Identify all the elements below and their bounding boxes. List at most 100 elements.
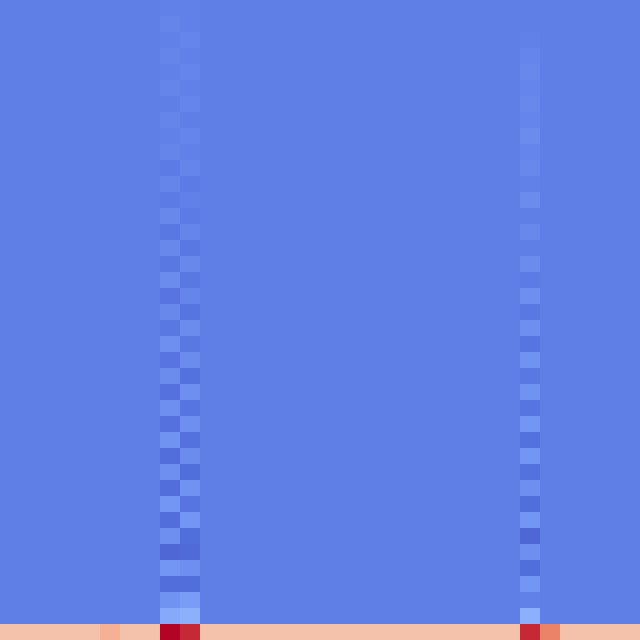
heatmap-cell <box>480 176 500 192</box>
heatmap-cell <box>340 192 360 208</box>
heatmap-cell <box>540 16 560 32</box>
heatmap-cell <box>600 336 620 352</box>
heatmap-cell <box>300 0 320 16</box>
heatmap-cell <box>360 624 380 640</box>
heatmap-cell <box>460 112 480 128</box>
heatmap-cell <box>580 240 600 256</box>
heatmap-cell <box>580 64 600 80</box>
heatmap-cell <box>20 544 40 560</box>
heatmap-cell <box>580 528 600 544</box>
heatmap-cell <box>380 464 400 480</box>
heatmap-cell <box>320 288 340 304</box>
heatmap-cell <box>360 592 380 608</box>
heatmap-cell <box>600 528 620 544</box>
heatmap-cell <box>500 80 520 96</box>
heatmap-cell <box>560 464 580 480</box>
heatmap-cell <box>300 64 320 80</box>
heatmap-cell <box>620 352 640 368</box>
heatmap-cell <box>300 304 320 320</box>
heatmap-cell <box>620 576 640 592</box>
heatmap-cell <box>580 208 600 224</box>
heatmap-cell <box>300 128 320 144</box>
heatmap-cell <box>220 128 240 144</box>
heatmap-cell <box>320 64 340 80</box>
heatmap-cell <box>140 272 160 288</box>
heatmap-cell <box>620 432 640 448</box>
heatmap-cell <box>120 176 140 192</box>
heatmap-cell <box>520 272 540 288</box>
heatmap-cell <box>260 480 280 496</box>
heatmap-cell <box>420 176 440 192</box>
heatmap-cell <box>520 560 540 576</box>
heatmap-cell <box>600 496 620 512</box>
heatmap-cell <box>540 208 560 224</box>
heatmap-cell <box>220 368 240 384</box>
heatmap-cell <box>440 80 460 96</box>
heatmap-cell <box>20 224 40 240</box>
heatmap-cell <box>140 304 160 320</box>
heatmap-cell <box>560 384 580 400</box>
heatmap-cell <box>20 304 40 320</box>
heatmap-cell <box>360 128 380 144</box>
heatmap-cell <box>120 160 140 176</box>
heatmap-cell <box>100 256 120 272</box>
heatmap-cell <box>120 432 140 448</box>
heatmap-cell <box>540 464 560 480</box>
heatmap-cell <box>580 416 600 432</box>
heatmap-cell <box>480 304 500 320</box>
heatmap-cell <box>60 448 80 464</box>
heatmap-cell <box>140 576 160 592</box>
heatmap-cell <box>80 144 100 160</box>
heatmap-cell <box>0 64 20 80</box>
heatmap-cell <box>20 576 40 592</box>
heatmap-cell <box>0 416 20 432</box>
heatmap-cell <box>340 224 360 240</box>
heatmap-cell <box>80 624 100 640</box>
heatmap-cell <box>220 160 240 176</box>
heatmap-cell <box>500 400 520 416</box>
heatmap-cell <box>460 320 480 336</box>
heatmap-cell <box>580 432 600 448</box>
heatmap-cell <box>200 160 220 176</box>
heatmap-cell <box>80 496 100 512</box>
heatmap-cell <box>180 512 200 528</box>
heatmap-cell <box>560 16 580 32</box>
heatmap-cell <box>540 512 560 528</box>
heatmap-cell <box>520 144 540 160</box>
heatmap-cell <box>0 368 20 384</box>
heatmap-cell <box>360 80 380 96</box>
heatmap-cell <box>360 320 380 336</box>
heatmap-cell <box>300 320 320 336</box>
heatmap-cell <box>180 416 200 432</box>
heatmap-cell <box>40 96 60 112</box>
heatmap-cell <box>360 368 380 384</box>
heatmap-cell <box>0 96 20 112</box>
heatmap-cell <box>40 512 60 528</box>
heatmap-cell <box>300 528 320 544</box>
heatmap-cell <box>240 336 260 352</box>
heatmap-cell <box>380 64 400 80</box>
heatmap-cell <box>540 192 560 208</box>
heatmap-cell <box>160 592 180 608</box>
heatmap-cell <box>60 624 80 640</box>
heatmap-cell <box>240 624 260 640</box>
heatmap <box>0 0 640 640</box>
heatmap-cell <box>320 0 340 16</box>
heatmap-cell <box>460 64 480 80</box>
heatmap-cell <box>120 592 140 608</box>
heatmap-cell <box>580 400 600 416</box>
heatmap-cell <box>140 544 160 560</box>
heatmap-cell <box>60 80 80 96</box>
heatmap-cell <box>380 176 400 192</box>
heatmap-cell <box>540 352 560 368</box>
heatmap-cell <box>220 496 240 512</box>
heatmap-cell <box>140 208 160 224</box>
heatmap-cell <box>520 80 540 96</box>
heatmap-cell <box>280 272 300 288</box>
heatmap-cell <box>400 464 420 480</box>
heatmap-cell <box>160 608 180 624</box>
heatmap-cell <box>420 64 440 80</box>
heatmap-cell <box>240 128 260 144</box>
heatmap-cell <box>520 384 540 400</box>
heatmap-cell <box>500 576 520 592</box>
